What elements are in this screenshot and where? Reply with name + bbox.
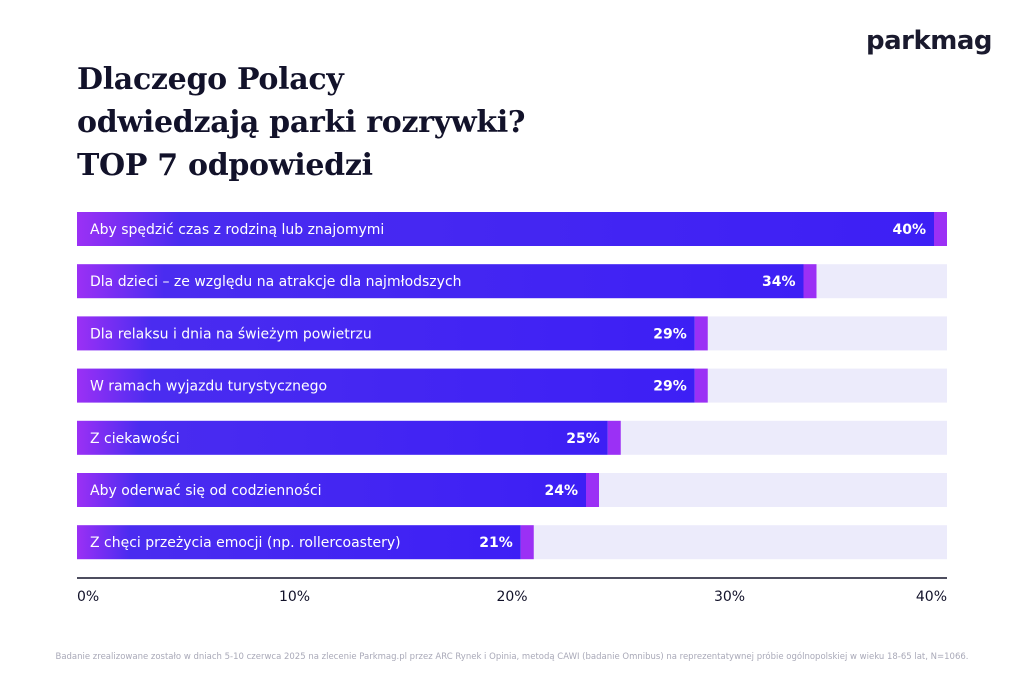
- bar-cap: [586, 473, 599, 507]
- footnote: Badanie zrealizowane zostało w dniach 5-…: [55, 652, 969, 662]
- bar-category-label: W ramach wyjazdu turystycznego: [90, 379, 327, 395]
- bar: [77, 368, 695, 403]
- x-tick-label: 30%: [714, 589, 745, 605]
- bar-row: Dla dzieci – ze względu na atrakcje dla …: [77, 264, 947, 299]
- bar-category-label: Z ciekawości: [90, 431, 180, 447]
- bar-row: Aby spędzić czas z rodziną lub znajomymi…: [77, 212, 947, 246]
- bar-cap: [607, 420, 621, 455]
- x-tick-label: 0%: [77, 589, 99, 605]
- bar-category-label: Dla dzieci – ze względu na atrakcje dla …: [90, 274, 462, 290]
- bar-value-label: 34%: [762, 274, 796, 290]
- bar-value-label: 21%: [479, 535, 513, 551]
- bar-row: W ramach wyjazdu turystycznego 29%: [77, 368, 947, 403]
- bar: [77, 525, 521, 560]
- bar: [77, 264, 804, 299]
- bar: [77, 212, 934, 246]
- bar-value-label: 29%: [653, 379, 687, 395]
- bar-value-label: 40%: [892, 222, 926, 238]
- parkmag-logo: parkmag: [866, 26, 993, 56]
- bar-row: Dla relaksu i dnia na świeżym powietrzu 2…: [77, 316, 947, 351]
- bar-category-label: Dla relaksu i dnia na świeżym powietrzu: [90, 326, 372, 342]
- title-line-3: TOP 7 odpowiedzi: [77, 148, 373, 183]
- bar-cap: [803, 264, 817, 299]
- bar-value-label: 25%: [566, 431, 600, 447]
- x-tick-label: 10%: [279, 589, 310, 605]
- bar-row: Z ciekawości 25%: [77, 420, 947, 455]
- bar: [77, 420, 608, 455]
- bar-row: Z chęci przeżycia emocji (np. rollercoas…: [77, 525, 947, 560]
- bar: [77, 473, 586, 507]
- bar-cap: [694, 316, 708, 351]
- bar-category-label: Aby spędzić czas z rodziną lub znajomymi: [90, 222, 384, 238]
- chart-title: Dlaczego Polacy odwiedzają parki rozrywk…: [77, 58, 526, 187]
- title-line-1: Dlaczego Polacy: [77, 62, 344, 97]
- bar-cap: [520, 525, 534, 560]
- logo-text-park: park: [866, 26, 931, 56]
- bar: [77, 316, 695, 351]
- x-tick-label: 20%: [496, 589, 527, 605]
- bar-category-label: Z chęci przeżycia emocji (np. rollercoas…: [90, 535, 401, 551]
- logo-text-mag: mag: [930, 26, 993, 56]
- bar-value-label: 24%: [544, 483, 578, 499]
- bar-row: Aby oderwać się od codzienności 24%: [77, 473, 947, 507]
- title-line-2: odwiedzają parki rozrywki?: [77, 105, 526, 140]
- x-tick-label: 40%: [916, 589, 947, 605]
- bar-cap: [694, 368, 708, 403]
- bar-chart: Aby spędzić czas z rodziną lub znajomymi…: [77, 212, 947, 605]
- bar-category-label: Aby oderwać się od codzienności: [90, 483, 322, 499]
- bar-value-label: 29%: [653, 326, 687, 342]
- bar-cap: [934, 212, 947, 246]
